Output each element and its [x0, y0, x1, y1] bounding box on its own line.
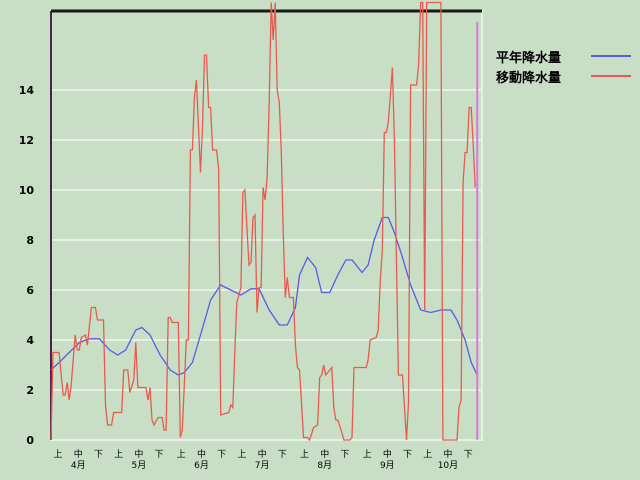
x-dekad-label: 下 [403, 450, 412, 460]
x-dekad-label: 下 [340, 450, 349, 460]
x-dekad-label: 中 [383, 448, 392, 460]
x-dekad-label: 下 [278, 450, 287, 460]
y-tick-label: 8 [26, 234, 34, 247]
y-tick-label: 14 [19, 84, 35, 97]
y-tick-label: 4 [26, 334, 34, 347]
legend-label: 平年降水量 [496, 50, 562, 66]
x-month-label: 4月 [71, 460, 86, 471]
x-dekad-label: 上 [54, 449, 63, 460]
x-month-label: 5月 [132, 460, 147, 471]
x-dekad-label: 中 [443, 448, 452, 460]
x-month-label: 10月 [438, 460, 458, 471]
y-tick-label: 6 [26, 284, 34, 297]
x-month-label: 6月 [194, 460, 209, 471]
x-month-label: 7月 [255, 460, 270, 471]
x-month-label: 8月 [317, 460, 332, 471]
x-dekad-label: 上 [237, 449, 246, 460]
x-dekad-label: 中 [74, 448, 83, 460]
x-dekad-label: 中 [320, 448, 329, 460]
x-dekad-label: 下 [217, 450, 226, 460]
legend-label: 移動降水量 [496, 70, 562, 86]
legend-item-normal: 平年降水量 [496, 46, 631, 66]
x-dekad-label: 下 [464, 450, 473, 460]
y-tick-label: 10 [19, 184, 35, 197]
series-line-normal [50, 216, 478, 376]
x-dekad-label: 上 [300, 449, 309, 460]
x-dekad-label: 中 [134, 448, 143, 460]
x-dekad-label: 上 [177, 449, 186, 460]
x-dekad-label: 中 [197, 448, 206, 460]
x-dekad-label: 上 [114, 449, 123, 460]
series-line-moving [50, 1, 476, 442]
legend-swatch [591, 75, 631, 77]
x-dekad-label: 下 [155, 450, 164, 460]
y-tick-label: 2 [26, 384, 34, 397]
x-dekad-label: 下 [94, 450, 103, 460]
y-tick-label: 12 [19, 134, 34, 147]
y-tick-label: 0 [26, 434, 34, 447]
x-dekad-label: 上 [363, 449, 372, 460]
x-dekad-label: 上 [423, 449, 432, 460]
legend-swatch [591, 55, 631, 57]
x-month-label: 9月 [380, 460, 395, 471]
x-dekad-label: 中 [258, 448, 267, 460]
legend: 平年降水量 移動降水量 [496, 46, 631, 86]
legend-item-moving: 移動降水量 [496, 66, 631, 86]
